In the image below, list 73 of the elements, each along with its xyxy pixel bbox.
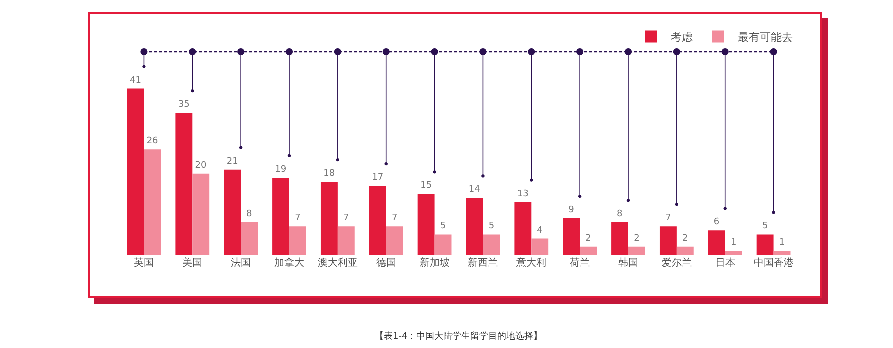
data-label: 1: [730, 238, 737, 248]
data-label: 2: [634, 234, 640, 244]
data-label: 18: [324, 169, 336, 180]
data-label: 5: [762, 222, 768, 232]
bar: [369, 186, 386, 255]
bar: [676, 246, 694, 255]
data-label: 14: [468, 185, 481, 196]
data-label: 8: [246, 210, 253, 220]
bar: [563, 218, 580, 255]
bar: [290, 226, 306, 255]
bar: [580, 246, 598, 255]
bar: [272, 178, 290, 255]
legend-label: 最有可能去: [738, 31, 793, 44]
x-tick-label: 意大利: [516, 257, 547, 269]
legend-label: 考虑: [671, 31, 693, 44]
x-tick-label: 德国: [376, 258, 396, 269]
bar: [176, 113, 193, 255]
data-label: 5: [488, 222, 495, 232]
data-label: 19: [275, 164, 287, 175]
x-tick-label: 澳大利亚: [318, 257, 358, 269]
bar: [756, 234, 774, 255]
data-label: 26: [146, 136, 159, 147]
bar: [628, 246, 646, 255]
data-label: 5: [440, 222, 446, 232]
x-tick-label: 新西兰: [468, 257, 498, 269]
bar: [320, 182, 338, 255]
x-tick-label: 中国香港: [754, 257, 794, 269]
data-label: 1: [779, 238, 786, 248]
bar: [774, 250, 791, 255]
data-label: 7: [666, 214, 672, 224]
data-label: 7: [392, 214, 398, 224]
bar: [192, 174, 210, 255]
x-tick-label: 美国: [182, 257, 203, 269]
x-tick-label: 新加坡: [420, 257, 450, 269]
data-label: 4: [537, 226, 544, 236]
data-label: 6: [714, 218, 720, 228]
bar: [660, 226, 677, 255]
x-tick-label: 英国: [134, 257, 154, 269]
bar: [386, 226, 404, 255]
data-label: 7: [295, 214, 301, 224]
data-label: 2: [682, 234, 688, 244]
bar: [514, 202, 532, 255]
bar: [532, 238, 549, 255]
data-label: 41: [130, 76, 142, 86]
data-label: 9: [568, 206, 575, 216]
x-tick-label: 法国: [231, 257, 252, 269]
bar: [127, 88, 144, 255]
data-label: 17: [372, 173, 384, 184]
x-tick-label: 爱尔兰: [662, 257, 692, 269]
bar: [708, 230, 726, 255]
data-label: 35: [178, 100, 190, 110]
bar: [483, 234, 500, 255]
bar: [144, 150, 162, 255]
data-label: 13: [517, 189, 529, 200]
text: 【表1-4：中国大陆学生留学目的地选择】: [375, 331, 543, 342]
bar: [338, 226, 355, 255]
data-label: 20: [195, 160, 207, 171]
data-label: 21: [226, 156, 238, 167]
data-label: 7: [344, 214, 350, 224]
x-tick-label: 加拿大: [274, 257, 304, 269]
x-tick-label: 日本: [715, 257, 736, 269]
bar: [418, 194, 435, 255]
bar: [241, 222, 258, 255]
data-label: 15: [420, 181, 432, 192]
x-tick-label: 韩国: [618, 257, 638, 269]
bar: [224, 170, 242, 255]
bar: [434, 234, 452, 255]
bar: [612, 222, 628, 255]
bar: [466, 198, 484, 255]
x-tick-label: 荷兰: [570, 257, 590, 269]
bar: [725, 250, 742, 255]
data-label: 8: [617, 210, 624, 220]
data-label: 2: [586, 234, 592, 244]
